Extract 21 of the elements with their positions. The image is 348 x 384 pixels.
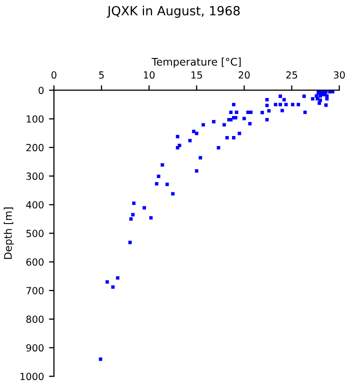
y-tick-label: 500 — [26, 230, 44, 238]
y-tick-label: 900 — [26, 344, 44, 352]
x-tick-label: 5 — [99, 71, 104, 79]
y-tick-label: 400 — [26, 201, 44, 209]
y-tick-label: 1000 — [20, 372, 44, 380]
x-tick-label: 0 — [51, 71, 56, 79]
y-tick-label: 600 — [26, 258, 44, 266]
x-axis-title: Temperature [°C] — [152, 58, 241, 68]
y-axis-title: Depth [m] — [4, 208, 14, 259]
x-tick-label: 15 — [192, 71, 202, 79]
x-tick-label: 20 — [238, 71, 250, 79]
y-tick-label: 300 — [26, 172, 44, 180]
y-tick-label: 100 — [26, 115, 44, 123]
x-tick-label: 25 — [286, 71, 298, 79]
y-tick-label: 800 — [26, 316, 44, 323]
y-tick-label: 0 — [38, 86, 44, 94]
chart-title: JQXK in August, 1968 — [106, 6, 240, 18]
y-tick-label: 700 — [26, 286, 44, 294]
x-tick-label: 10 — [144, 71, 155, 79]
y-tick-label: 200 — [26, 144, 44, 152]
x-tick-label: 30 — [334, 71, 345, 79]
